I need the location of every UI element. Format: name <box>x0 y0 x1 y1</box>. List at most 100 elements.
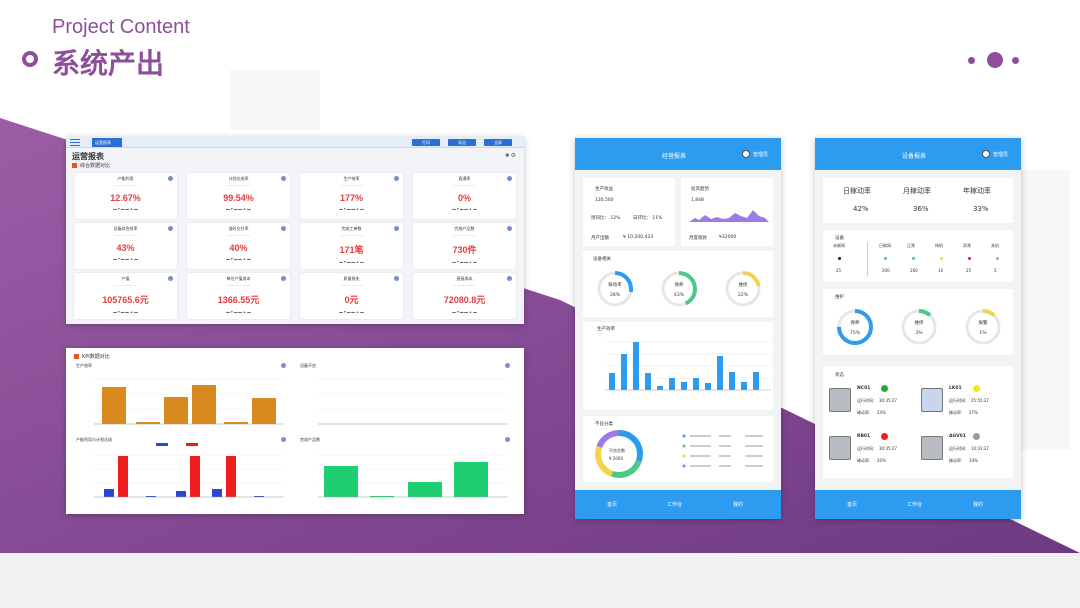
kpi-value: 1366.55元 <box>217 295 260 305</box>
bar <box>136 422 160 424</box>
machine-id: NC01 <box>857 386 871 391</box>
mobile-bottom-nav: 首页 工作台 我的 <box>575 490 781 519</box>
nav-home[interactable]: 首页 <box>607 502 618 508</box>
kpi-card[interactable]: 完成产品数 — — — — — — 730件 ▬ ♥ ▬ ▬ ▲ ▬ <box>413 223 516 269</box>
kpi-value: 171笔 <box>339 245 364 255</box>
status-divider <box>867 242 868 276</box>
run-time-label: 运行时间: <box>857 446 875 451</box>
chart-title: 生产效率 <box>76 363 92 368</box>
print-button[interactable]: 打印 <box>412 139 440 146</box>
defects-legend <box>682 434 763 468</box>
info-icon[interactable] <box>168 176 173 181</box>
output-value: 126.560 <box>595 198 614 203</box>
bar <box>705 383 711 390</box>
page-title: 系统产出 <box>52 47 165 80</box>
info-icon[interactable] <box>168 226 173 231</box>
kpi-subtitle: — — — — — — <box>453 183 476 187</box>
menu-icon[interactable] <box>70 139 80 146</box>
status-dot-icon <box>996 257 999 260</box>
user-name[interactable]: 管理员 <box>993 152 1009 158</box>
nav-workbench[interactable]: 工作台 <box>667 502 683 508</box>
nav-workbench[interactable]: 工作台 <box>907 502 923 508</box>
chart-title: 完成产品数 <box>300 437 320 442</box>
trend-area-chart <box>689 210 769 222</box>
export-button[interactable]: 导出 <box>448 139 476 146</box>
gauge: 维修 3% <box>899 307 939 347</box>
kpi-name: 直通率 <box>458 176 471 181</box>
rate-value: 14% <box>969 458 978 463</box>
avatar-icon[interactable] <box>742 150 750 158</box>
gauge-name: 维修 <box>914 321 924 326</box>
gauge-arc <box>597 271 633 307</box>
kpi-card[interactable]: 完成工单数 — — — — — — 171笔 ▬ ♥ ▬ ▬ ▲ ▬ <box>300 223 403 269</box>
nav-mine[interactable]: 我的 <box>733 502 744 508</box>
machine-status-dot-icon <box>973 433 980 440</box>
gauge-ring <box>965 309 1001 345</box>
info-icon[interactable] <box>394 226 399 231</box>
kpi-value: 40% <box>229 243 248 253</box>
status-dot-icon <box>940 257 943 260</box>
bar <box>190 456 200 497</box>
nav-mine[interactable]: 我的 <box>973 502 984 508</box>
kpi-card[interactable]: 生产效率 — — — — — — 177% ▬ ♥ ▬ ▬ ▲ ▬ <box>300 173 403 219</box>
bar <box>164 397 188 424</box>
info-icon[interactable] <box>168 276 173 281</box>
avatar-icon[interactable] <box>982 150 990 158</box>
nav-home[interactable]: 首页 <box>847 502 858 508</box>
legend-swatch <box>186 443 198 446</box>
trend-label: 投资趋势 <box>691 187 709 192</box>
kpi-footer: ▬ ♥ ▬ ▬ ▲ ▬ <box>452 260 477 264</box>
bar <box>621 354 627 390</box>
bar <box>753 372 759 390</box>
grouped-bar-chart <box>94 443 284 498</box>
status-count: 25 <box>836 268 842 273</box>
tab-report[interactable]: 运营报表 <box>92 138 122 147</box>
kpi-footer: ▬ ♥ ▬ ▬ ▲ ▬ <box>113 257 138 261</box>
kpi-card[interactable]: 产值 — — — — — — 105765.6元 ▬ ♥ ▬ ▬ ▲ ▬ <box>74 273 177 319</box>
window-controls-icon[interactable]: ■ ⚙ <box>505 153 516 159</box>
kpi-card[interactable]: 直通率 — — — — — — 0% ▬ ♥ ▬ ▬ ▲ ▬ <box>413 173 516 219</box>
info-icon[interactable] <box>507 276 512 281</box>
kpi-card[interactable]: 计划达成率 — — — — — — 99.54% ▬ ♥ ▬ ▬ ▲ ▬ <box>187 173 290 219</box>
run-time-value: 10:31:27 <box>971 446 989 451</box>
cnc-machine-icon <box>829 388 851 412</box>
fullscreen-button[interactable]: 全屏 <box>484 139 512 146</box>
kpi-card[interactable]: 直接成本 — — — — — — 72080.8元 ▬ ♥ ▬ ▬ ▲ ▬ <box>413 273 516 319</box>
gauge-ring <box>661 271 697 307</box>
kpi-subtitle: — — — — — — <box>227 283 250 287</box>
gauge-arc <box>725 271 761 307</box>
info-icon[interactable] <box>281 437 286 442</box>
rate-value: 36% <box>913 205 929 213</box>
info-icon[interactable] <box>507 226 512 231</box>
kpi-subtitle: — — — — — — <box>453 283 476 287</box>
info-icon[interactable] <box>281 226 286 231</box>
kpi-card[interactable]: 单位产值成本 — — — — — — 1366.55元 ▬ ♥ ▬ ▬ ▲ ▬ <box>187 273 290 319</box>
kpi-card[interactable]: 质量损失 — — — — — — 0元 ▬ ♥ ▬ ▬ ▲ ▬ <box>300 273 403 319</box>
status-dot-icon <box>968 257 971 260</box>
info-icon[interactable] <box>394 176 399 181</box>
machines-label: 状态 <box>835 373 844 378</box>
kpi-card[interactable]: 设备综合效率 — — — — — — 43% ▬ ♥ ▬ ▬ ▲ ▬ <box>74 223 177 269</box>
equipment-label: 设备相关 <box>593 257 611 262</box>
kpi-card[interactable]: 准时交付率 — — — — — — 40% ▬ ♥ ▬ ▬ ▲ ▬ <box>187 223 290 269</box>
info-icon[interactable] <box>394 276 399 281</box>
info-icon[interactable] <box>281 276 286 281</box>
info-icon[interactable] <box>505 363 510 368</box>
output-card: 生产效益 126.560 周同比： 12% 日环比： 11% 月产出额 ¥ 10… <box>583 178 675 246</box>
info-icon[interactable] <box>281 176 286 181</box>
info-icon[interactable] <box>281 363 286 368</box>
bar <box>657 386 663 390</box>
machine-id: AGV01 <box>949 434 966 439</box>
gauge-name: 保养 <box>850 321 860 326</box>
bar <box>408 482 442 497</box>
info-icon[interactable] <box>507 176 512 181</box>
kpi-card[interactable]: 产能利用 — — — — — — 12.67% ▬ ♥ ▬ ▬ ▲ ▬ <box>74 173 177 219</box>
user-name[interactable]: 管理员 <box>753 152 769 158</box>
info-icon[interactable] <box>505 437 510 442</box>
kpi-footer: ▬ ♥ ▬ ▬ ▲ ▬ <box>339 260 364 264</box>
gauge: 保养 43% <box>659 269 699 309</box>
kpi-subtitle: — — — — — — <box>114 233 137 237</box>
monthly-label: 月产出额 <box>591 236 609 241</box>
machine-id: RB01 <box>857 434 871 439</box>
gauge: 维修 22% <box>723 269 763 309</box>
